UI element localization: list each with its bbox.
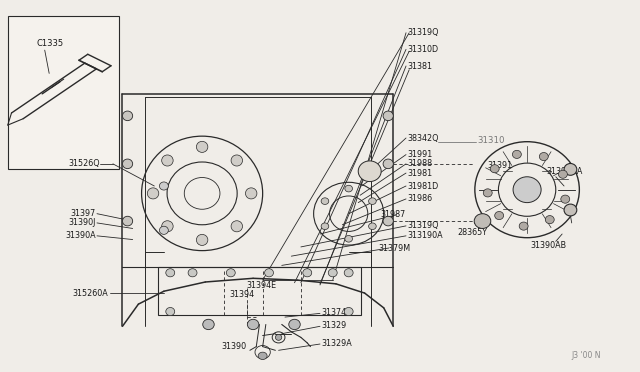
Ellipse shape bbox=[559, 170, 568, 178]
Ellipse shape bbox=[383, 159, 394, 169]
Ellipse shape bbox=[275, 334, 282, 340]
Ellipse shape bbox=[369, 223, 376, 230]
Ellipse shape bbox=[162, 155, 173, 166]
Text: 28365Y: 28365Y bbox=[457, 228, 487, 237]
Text: 31319Q: 31319Q bbox=[407, 221, 439, 230]
Text: 31390: 31390 bbox=[221, 342, 246, 351]
Ellipse shape bbox=[345, 235, 353, 242]
Ellipse shape bbox=[345, 185, 353, 192]
Text: 31310D: 31310D bbox=[407, 45, 438, 54]
Ellipse shape bbox=[289, 319, 300, 330]
Ellipse shape bbox=[188, 269, 197, 277]
Text: 31394E: 31394E bbox=[246, 281, 277, 290]
Ellipse shape bbox=[564, 204, 577, 216]
Ellipse shape bbox=[483, 189, 492, 197]
Ellipse shape bbox=[545, 215, 554, 224]
Text: 31381: 31381 bbox=[407, 61, 432, 71]
Ellipse shape bbox=[495, 211, 504, 219]
Text: 31981: 31981 bbox=[407, 169, 433, 177]
Text: 315260A: 315260A bbox=[73, 289, 108, 298]
Ellipse shape bbox=[247, 319, 259, 330]
Text: 31390J: 31390J bbox=[68, 218, 96, 227]
Ellipse shape bbox=[540, 153, 548, 161]
Text: 31319Q: 31319Q bbox=[407, 28, 439, 37]
Ellipse shape bbox=[203, 319, 214, 330]
Ellipse shape bbox=[122, 159, 132, 169]
Text: 31526Q: 31526Q bbox=[68, 159, 100, 169]
Ellipse shape bbox=[246, 188, 257, 199]
Text: C1335: C1335 bbox=[36, 39, 63, 48]
Ellipse shape bbox=[303, 269, 312, 277]
Ellipse shape bbox=[321, 198, 329, 205]
Ellipse shape bbox=[122, 111, 132, 121]
Ellipse shape bbox=[513, 150, 522, 158]
Text: J3 '00 N: J3 '00 N bbox=[572, 351, 601, 360]
Bar bbox=[157, 267, 362, 315]
Text: 31329: 31329 bbox=[321, 321, 346, 330]
Text: 31390A: 31390A bbox=[65, 231, 96, 240]
Ellipse shape bbox=[513, 177, 541, 203]
Ellipse shape bbox=[162, 221, 173, 232]
Ellipse shape bbox=[564, 163, 577, 175]
Ellipse shape bbox=[166, 269, 175, 277]
Ellipse shape bbox=[227, 269, 236, 277]
Ellipse shape bbox=[474, 214, 491, 228]
Text: 31391: 31391 bbox=[487, 161, 512, 170]
Ellipse shape bbox=[147, 188, 159, 199]
Text: 31379M: 31379M bbox=[379, 244, 411, 253]
Text: 31981D: 31981D bbox=[407, 182, 438, 190]
Ellipse shape bbox=[561, 195, 570, 203]
Ellipse shape bbox=[159, 182, 168, 190]
Ellipse shape bbox=[519, 222, 528, 230]
Ellipse shape bbox=[231, 221, 243, 232]
Text: 31374: 31374 bbox=[321, 308, 346, 317]
Bar bbox=[8, 16, 119, 169]
Text: 31390AA: 31390AA bbox=[546, 167, 582, 176]
Ellipse shape bbox=[231, 155, 243, 166]
Text: 31390AB: 31390AB bbox=[531, 241, 566, 250]
Ellipse shape bbox=[196, 234, 208, 246]
Ellipse shape bbox=[383, 216, 394, 226]
Text: 31397: 31397 bbox=[70, 209, 96, 218]
Ellipse shape bbox=[166, 308, 175, 315]
Text: 31987: 31987 bbox=[381, 210, 406, 219]
Ellipse shape bbox=[196, 141, 208, 153]
Text: 31310: 31310 bbox=[477, 137, 505, 145]
Ellipse shape bbox=[490, 165, 499, 173]
Ellipse shape bbox=[344, 269, 353, 277]
Text: 31329A: 31329A bbox=[321, 339, 352, 348]
Ellipse shape bbox=[344, 308, 353, 315]
Ellipse shape bbox=[328, 269, 337, 277]
Ellipse shape bbox=[122, 216, 132, 226]
Text: 313190A: 313190A bbox=[407, 231, 443, 240]
Text: 31986: 31986 bbox=[407, 195, 433, 203]
Text: 31991: 31991 bbox=[407, 150, 433, 159]
Ellipse shape bbox=[159, 226, 168, 234]
Text: 31394: 31394 bbox=[230, 291, 255, 299]
Ellipse shape bbox=[264, 269, 273, 277]
Text: 38342Q: 38342Q bbox=[407, 134, 439, 142]
Ellipse shape bbox=[369, 198, 376, 205]
Ellipse shape bbox=[383, 111, 394, 121]
Text: 31988: 31988 bbox=[407, 159, 433, 169]
Ellipse shape bbox=[358, 161, 381, 182]
Ellipse shape bbox=[321, 223, 329, 230]
Ellipse shape bbox=[258, 352, 267, 359]
